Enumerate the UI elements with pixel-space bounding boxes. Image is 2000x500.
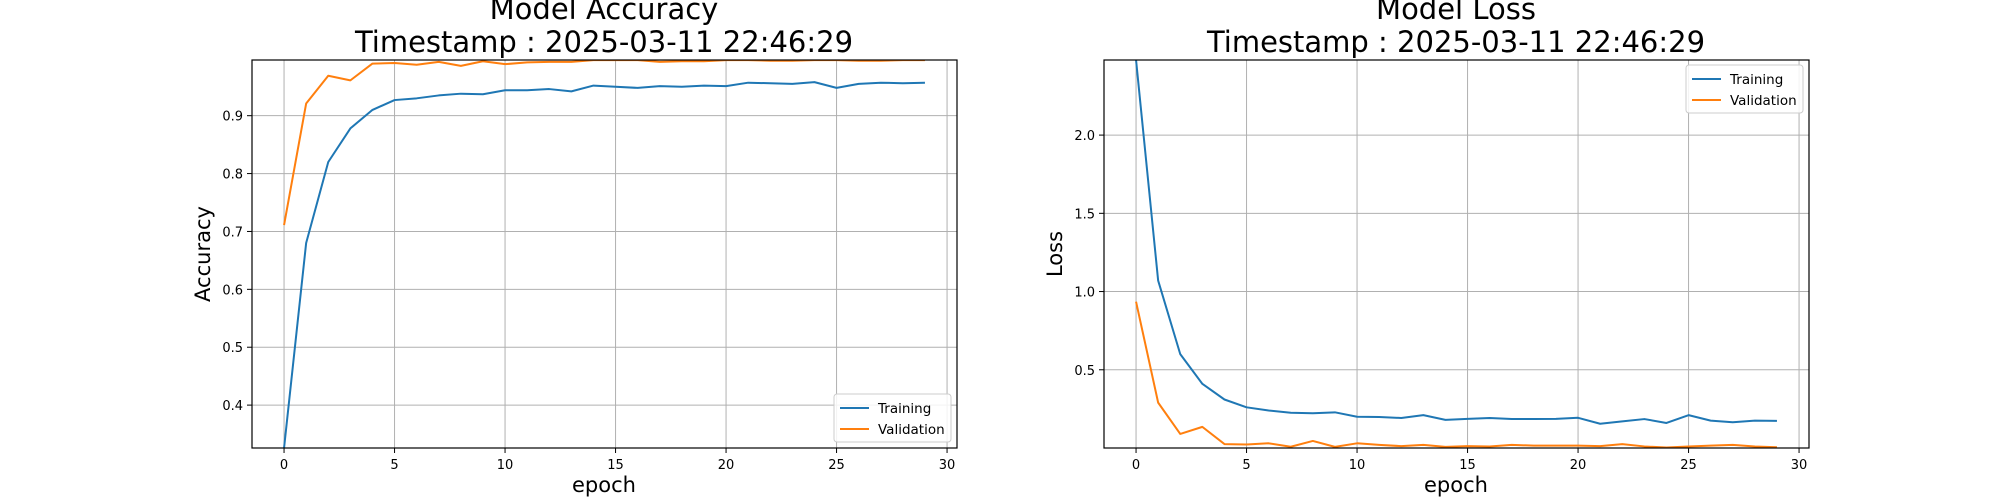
loss-chart: Model Loss Timestamp : 2025-03-11 22:46:… bbox=[1043, 0, 1810, 497]
loss-x-tick-label: 30 bbox=[1791, 458, 1808, 473]
accuracy-y-tick-label: 0.9 bbox=[222, 110, 243, 125]
accuracy-y-axis-label: Accuracy bbox=[191, 206, 215, 302]
loss-y-tick-label: 2.0 bbox=[1074, 129, 1095, 144]
loss-x-tick-label: 20 bbox=[1570, 458, 1587, 473]
loss-title-line2: Timestamp : 2025-03-11 22:46:29 bbox=[1206, 25, 1705, 59]
accuracy-chart: Model Accuracy Timestamp : 2025-03-11 22… bbox=[191, 0, 958, 497]
loss-legend-validation-label: Validation bbox=[1730, 93, 1797, 109]
accuracy-x-tick-label: 15 bbox=[607, 458, 624, 473]
accuracy-y-tick-label: 0.8 bbox=[222, 168, 243, 183]
loss-x-tick-label: 5 bbox=[1242, 458, 1250, 473]
accuracy-gridlines bbox=[252, 60, 957, 448]
accuracy-y-tick-label: 0.5 bbox=[222, 341, 243, 356]
accuracy-x-tick-label: 10 bbox=[497, 458, 514, 473]
accuracy-ticks: 0 5 10 15 20 25 30 0.4 0.5 0.6 0.7 0.8 0.9 bbox=[222, 110, 955, 473]
accuracy-y-tick-label: 0.4 bbox=[222, 399, 243, 414]
loss-gridlines bbox=[1104, 60, 1809, 448]
loss-x-tick-label: 0 bbox=[1132, 458, 1140, 473]
loss-x-axis-label: epoch bbox=[1424, 473, 1488, 497]
loss-training-line bbox=[1135, 60, 1777, 425]
loss-ticks: 0 5 10 15 20 25 30 0.5 1.0 1.5 2.0 bbox=[1074, 129, 1807, 473]
accuracy-y-tick-label: 0.7 bbox=[222, 225, 243, 240]
accuracy-title-line2: Timestamp : 2025-03-11 22:46:29 bbox=[354, 25, 853, 59]
loss-legend: Training Validation bbox=[1685, 64, 1804, 114]
accuracy-x-tick-label: 20 bbox=[718, 458, 735, 473]
loss-y-tick-label: 1.5 bbox=[1074, 207, 1095, 222]
accuracy-x-tick-label: 30 bbox=[939, 458, 956, 473]
loss-series bbox=[1135, 60, 1777, 448]
accuracy-x-tick-label: 0 bbox=[280, 458, 288, 473]
accuracy-legend-training-label: Training bbox=[877, 401, 931, 417]
accuracy-x-tick-label: 5 bbox=[390, 458, 398, 473]
accuracy-legend-validation-label: Validation bbox=[878, 422, 945, 438]
loss-x-tick-label: 25 bbox=[1680, 458, 1697, 473]
accuracy-legend: Training Validation bbox=[833, 393, 952, 443]
loss-x-tick-label: 15 bbox=[1459, 458, 1476, 473]
accuracy-y-tick-label: 0.6 bbox=[222, 283, 243, 298]
loss-y-tick-label: 1.0 bbox=[1074, 286, 1095, 301]
loss-validation-line bbox=[1135, 301, 1777, 448]
accuracy-title-line1: Model Accuracy bbox=[490, 0, 719, 26]
accuracy-x-tick-label: 25 bbox=[828, 458, 845, 473]
accuracy-plot-frame bbox=[251, 59, 958, 449]
accuracy-training-line bbox=[283, 81, 925, 448]
loss-plot-frame bbox=[1103, 59, 1810, 449]
loss-title-line1: Model Loss bbox=[1376, 0, 1536, 26]
loss-y-axis-label: Loss bbox=[1043, 231, 1067, 277]
loss-y-tick-label: 0.5 bbox=[1074, 364, 1095, 379]
loss-x-tick-label: 10 bbox=[1349, 458, 1366, 473]
loss-legend-training-label: Training bbox=[1729, 72, 1783, 88]
accuracy-x-axis-label: epoch bbox=[572, 473, 636, 497]
